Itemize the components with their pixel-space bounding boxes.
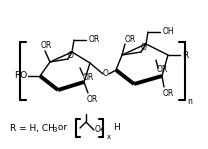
Text: x: x [107, 134, 111, 140]
Text: R = H, CH: R = H, CH [10, 124, 55, 132]
Text: OR: OR [88, 35, 100, 45]
Text: n: n [188, 97, 192, 107]
Text: 3: 3 [52, 127, 57, 133]
Text: OR: OR [86, 94, 98, 104]
Text: OR: OR [156, 66, 168, 74]
Text: H: H [113, 124, 120, 132]
Text: O: O [141, 44, 147, 52]
Text: OR: OR [162, 89, 174, 97]
Text: R: R [182, 51, 188, 59]
Text: OH: OH [162, 28, 174, 37]
Text: O: O [68, 51, 74, 59]
Text: O: O [95, 125, 101, 135]
Text: OR: OR [82, 73, 94, 83]
Text: O: O [103, 69, 109, 79]
Text: RO: RO [14, 72, 28, 80]
Text: OR: OR [40, 41, 52, 49]
Text: or: or [55, 124, 67, 132]
Text: OR: OR [124, 35, 136, 44]
